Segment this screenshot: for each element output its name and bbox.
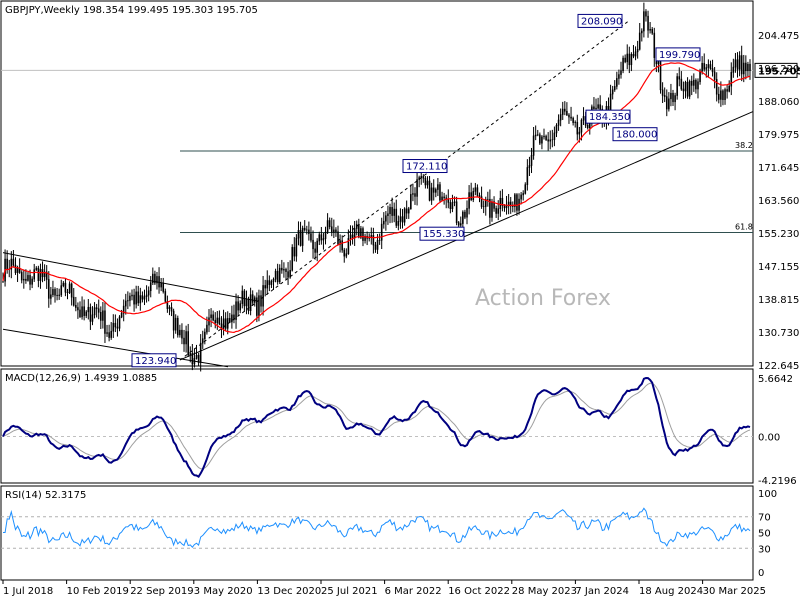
price-y-tick: 155.230 xyxy=(758,229,799,240)
annotation-layer: 38.2 61.8 123.940 172.110 155.330 208.090 180.… xyxy=(131,13,800,368)
price-y-tick: 147.155 xyxy=(758,262,799,273)
x-tick-label: 6 Mar 2022 xyxy=(385,586,442,597)
x-tick-label: 13 Dec 2020 xyxy=(257,586,321,597)
swing-label-box xyxy=(131,353,177,368)
current-price-label: 195.705 xyxy=(758,66,800,77)
moving-average-layer xyxy=(2,62,751,334)
trendline-layer xyxy=(2,19,754,368)
x-tick-label: 30 Mar 2025 xyxy=(703,586,766,597)
swing-label-box xyxy=(655,47,701,62)
swing-label: 172.110 xyxy=(406,162,447,173)
swing-label: 180.000 xyxy=(616,130,657,141)
swing-label: 155.330 xyxy=(423,229,464,240)
macd-line xyxy=(2,376,751,479)
rsi-y-tick: 50 xyxy=(758,529,771,540)
price-y-tick: 122.645 xyxy=(758,361,799,372)
price-panel-header: GBPJPY,Weekly 198.354 199.495 195.303 19… xyxy=(5,5,258,16)
price-y-tick: 204.475 xyxy=(758,31,799,42)
rsi-y-tick: 0 xyxy=(758,568,764,579)
grid-layer xyxy=(1,69,753,234)
x-tick-label: 16 Oct 2022 xyxy=(448,586,510,597)
support-trendline xyxy=(179,111,754,361)
price-y-tick: 138.815 xyxy=(758,295,799,306)
rsi-line xyxy=(3,507,751,548)
candles-layer xyxy=(2,2,751,372)
y-axis-ticks: 204.475 196.220 188.060 179.975 171.645 163.5… xyxy=(758,31,799,579)
rsi-y-tick: 70 xyxy=(758,513,771,524)
channel-upper-line xyxy=(2,252,259,302)
swing-label-box xyxy=(402,159,448,174)
macd-panel-frame xyxy=(0,368,754,484)
price-y-tick: 188.060 xyxy=(758,97,799,108)
macd-y-tick: -4.2196 xyxy=(758,476,797,487)
fib-label-38-2: 38.2 xyxy=(735,141,753,150)
swing-label: 184.350 xyxy=(589,112,630,123)
channel-projection-line xyxy=(179,19,631,361)
rsi-layer xyxy=(1,507,753,549)
swing-label-box xyxy=(585,109,631,124)
current-price-box xyxy=(754,62,798,78)
x-tick-label: 3 May 2020 xyxy=(194,586,253,597)
macd-signal-line xyxy=(2,382,751,470)
x-tick-label: 22 Sep 2019 xyxy=(130,586,193,597)
x-axis-ticks: 1 Jul 2018 10 Feb 2019 22 Sep 2019 3 May 20… xyxy=(2,580,766,597)
rsi-y-tick: 100 xyxy=(758,489,777,500)
x-tick-label: 1 Jul 2018 xyxy=(3,586,53,597)
moving-average-line xyxy=(2,62,751,334)
swing-label-box xyxy=(419,226,465,241)
macd-y-tick: 0.00 xyxy=(758,432,780,443)
price-y-tick: 171.645 xyxy=(758,163,799,174)
macd-y-tick: 5.6642 xyxy=(758,374,793,385)
swing-label: 123.940 xyxy=(135,356,176,367)
x-tick-label: 28 May 2023 xyxy=(512,586,577,597)
macd-layer xyxy=(1,376,753,479)
rsi-panel-frame xyxy=(0,485,754,581)
x-tick-label: 10 Feb 2019 xyxy=(67,586,129,597)
price-y-tick: 130.730 xyxy=(758,328,799,339)
swing-label: 208.090 xyxy=(581,16,622,27)
rsi-y-tick: 30 xyxy=(758,544,771,555)
fib-label-61-8: 61.8 xyxy=(735,223,753,232)
macd-panel-header: MACD(12,26,9) 1.4939 1.0885 xyxy=(5,373,157,384)
price-y-tick: 196.220 xyxy=(758,64,799,75)
x-tick-label: 18 Aug 2024 xyxy=(639,586,703,597)
watermark: Action Forex xyxy=(475,286,611,311)
price-panel-frame xyxy=(0,0,754,367)
swing-label-box xyxy=(577,13,623,28)
rsi-panel-header: RSI(14) 52.3175 xyxy=(5,490,86,501)
swing-label-box xyxy=(612,127,658,142)
price-y-tick: 163.560 xyxy=(758,196,799,207)
x-tick-label: 7 Jan 2024 xyxy=(575,586,629,597)
swing-label: 199.790 xyxy=(659,50,700,61)
price-y-tick: 179.975 xyxy=(758,130,799,141)
x-tick-label: 25 Jul 2021 xyxy=(321,586,378,597)
